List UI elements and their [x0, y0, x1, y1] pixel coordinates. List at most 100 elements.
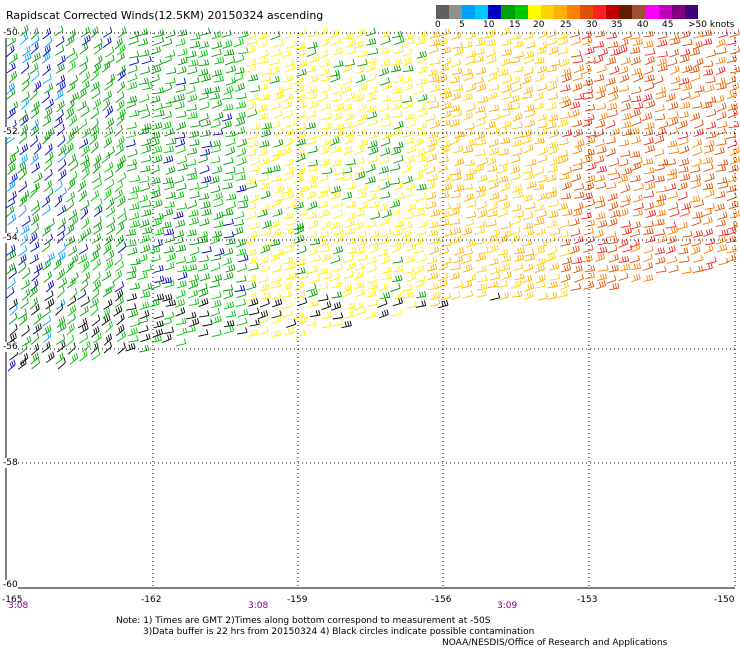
wind-barb: [19, 143, 29, 156]
wind-barb: [513, 262, 524, 271]
wind-barb: [31, 269, 40, 282]
wind-barb: [609, 65, 620, 76]
wind-barb: [537, 192, 548, 201]
wind-barb: [669, 48, 680, 58]
wind-barb: [233, 72, 244, 82]
wind-barb: [574, 273, 584, 283]
wind-barb: [417, 54, 428, 64]
wind-barb: [430, 119, 441, 130]
wind-barb: [259, 139, 270, 148]
wind-barb: [67, 304, 77, 317]
wind-barb: [462, 227, 473, 236]
wind-barb: [81, 340, 91, 352]
wind-barb: [689, 65, 700, 74]
wind-barb: [223, 231, 235, 239]
wind-barb: [186, 311, 197, 320]
wind-barb: [56, 251, 66, 263]
wind-barb: [486, 48, 496, 58]
wind-barb: [294, 234, 305, 244]
colorbar-swatch: [606, 5, 620, 19]
wind-barb: [474, 226, 486, 235]
wind-barb: [225, 56, 236, 66]
wind-barb: [418, 163, 429, 173]
wind-barb: [644, 122, 655, 130]
wind-barb: [42, 325, 52, 336]
wind-barb: [618, 38, 629, 48]
wind-barb: [329, 272, 340, 282]
wind-barb: [715, 65, 726, 75]
wind-barb: [450, 291, 461, 301]
wind-barb: [380, 137, 391, 147]
wind-barb: [223, 49, 235, 56]
wind-barb: [200, 74, 211, 83]
wind-barb: [656, 185, 667, 193]
wind-barb: [210, 156, 221, 164]
wind-barb: [440, 292, 452, 300]
wind-barb: [366, 63, 377, 72]
wind-barb: [188, 130, 199, 139]
wind-barb: [463, 72, 474, 81]
wind-barb: [692, 265, 704, 274]
wind-barb: [475, 105, 486, 113]
wind-barb: [117, 195, 126, 208]
wind-barb: [106, 73, 116, 85]
lat-label: -50: [3, 28, 18, 38]
wind-barb: [439, 218, 450, 227]
wind-barb: [729, 28, 740, 38]
wind-barb: [211, 299, 222, 309]
wind-barb: [285, 262, 296, 271]
wind-barb: [139, 66, 151, 75]
wind-barb: [345, 182, 357, 190]
wind-barb: [66, 131, 75, 145]
wind-barb: [726, 235, 737, 244]
wind-barb: [103, 341, 112, 354]
wind-barb: [68, 114, 78, 127]
wind-barb: [449, 272, 460, 281]
wind-barb: [643, 228, 654, 235]
wind-barb: [270, 252, 281, 263]
wind-barb: [189, 182, 200, 191]
wind-barb: [6, 45, 15, 57]
wind-barb: [77, 317, 88, 329]
wind-barb: [257, 39, 268, 48]
wind-barb: [149, 164, 160, 174]
wind-barb: [631, 161, 642, 172]
wind-barb: [417, 30, 429, 39]
wind-barb: [357, 50, 369, 58]
wind-barb: [425, 181, 436, 190]
wind-barb: [610, 209, 621, 219]
wind-barb: [438, 246, 449, 256]
wind-barb: [727, 139, 738, 149]
wind-barb: [693, 128, 704, 137]
wind-barb: [43, 107, 53, 119]
wind-barb: [273, 91, 284, 101]
wind-barb: [175, 307, 186, 317]
wind-barb: [187, 93, 198, 103]
wind-barb: [295, 122, 307, 130]
wind-barb: [550, 157, 561, 166]
lon-label: -153: [577, 595, 598, 605]
wind-barb: [357, 253, 368, 262]
wind-barb: [667, 140, 678, 148]
wind-barb: [499, 182, 511, 192]
wind-barb: [126, 99, 137, 109]
wind-barb: [610, 172, 621, 181]
wind-barb: [498, 159, 509, 167]
wind-barb: [630, 86, 642, 95]
wind-barb: [488, 104, 500, 113]
wind-barb: [210, 262, 221, 272]
wind-barb: [392, 110, 403, 119]
wind-barb: [607, 102, 618, 111]
wind-barb: [354, 145, 365, 155]
wind-barb: [271, 228, 282, 238]
wind-barb: [644, 174, 655, 184]
wind-barb: [33, 313, 42, 326]
wind-barb: [92, 279, 101, 292]
wind-barb: [403, 32, 415, 41]
wind-barb: [572, 128, 583, 138]
wind-barb: [533, 92, 544, 102]
wind-barb: [153, 264, 164, 274]
wind-barb: [149, 245, 161, 254]
wind-barb: [198, 263, 209, 272]
wind-barb: [476, 66, 487, 75]
